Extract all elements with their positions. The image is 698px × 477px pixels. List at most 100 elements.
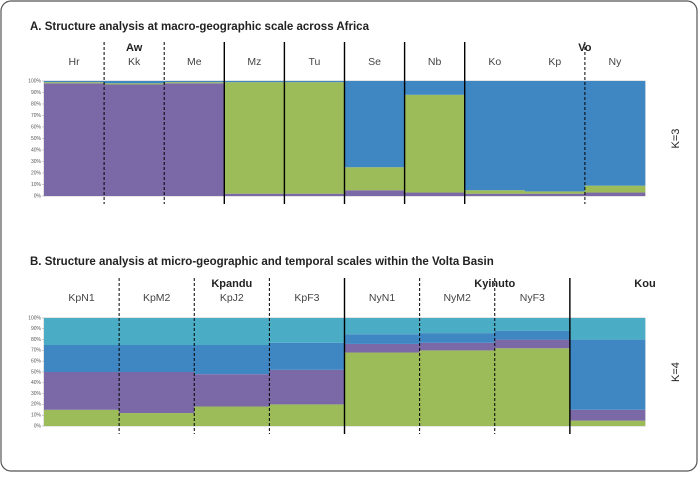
y-tick-label: 80% bbox=[31, 101, 42, 107]
group-label: Kyinuto bbox=[474, 278, 515, 290]
bar-segment bbox=[119, 345, 195, 372]
bar-segment bbox=[269, 369, 345, 405]
category-label: KpN1 bbox=[68, 292, 94, 304]
bar-segment bbox=[344, 190, 405, 196]
bar-segment bbox=[404, 192, 465, 196]
bar-segment bbox=[44, 409, 120, 426]
bar-segment bbox=[464, 81, 526, 191]
y-tick-label: 40% bbox=[31, 380, 42, 386]
bar-segment bbox=[194, 345, 270, 375]
bar-segment bbox=[194, 406, 270, 426]
bar-segment bbox=[194, 318, 270, 345]
y-tick-label: 80% bbox=[31, 337, 42, 343]
bar-segment bbox=[164, 83, 225, 196]
bar-segment bbox=[494, 339, 571, 349]
bar-segment bbox=[524, 191, 586, 194]
bar-segment bbox=[404, 94, 465, 193]
y-tick-label: 60% bbox=[31, 359, 42, 365]
bar-segment bbox=[269, 318, 345, 343]
y-tick-label: 50% bbox=[31, 369, 42, 375]
bar-segment bbox=[164, 82, 225, 84]
y-tick-label: 70% bbox=[31, 348, 42, 354]
y-tick-label: 20% bbox=[31, 170, 42, 176]
category-label: Kp bbox=[548, 56, 561, 68]
bar-segment bbox=[44, 372, 120, 410]
category-label: Ko bbox=[488, 56, 501, 68]
y-tick-label: 50% bbox=[31, 136, 42, 142]
bar-segment bbox=[524, 81, 586, 192]
bar-segment bbox=[569, 318, 646, 340]
bar-segment bbox=[404, 81, 465, 95]
y-tick-label: 100% bbox=[28, 315, 41, 321]
bar-segment bbox=[464, 190, 526, 194]
y-tick-label: 90% bbox=[31, 326, 42, 332]
bar-segment bbox=[419, 318, 496, 334]
category-label: KpJ2 bbox=[220, 292, 244, 304]
bar-segment bbox=[494, 318, 571, 331]
category-label: KpF3 bbox=[294, 292, 319, 304]
bar-segment bbox=[44, 83, 105, 196]
bar-segment bbox=[44, 82, 105, 84]
group-label: Kpandu bbox=[211, 278, 252, 290]
y-tick-label: 0% bbox=[34, 193, 42, 199]
bar-segment bbox=[44, 345, 120, 372]
bar-segment bbox=[569, 339, 646, 410]
y-tick-label: 0% bbox=[34, 423, 42, 429]
bar-segment bbox=[284, 82, 345, 194]
group-label: Vo bbox=[578, 42, 592, 54]
bar-segment bbox=[269, 404, 345, 426]
bar-segment bbox=[224, 81, 285, 83]
category-label: Me bbox=[187, 56, 202, 68]
category-label: Hr bbox=[69, 56, 81, 68]
y-tick-label: 100% bbox=[28, 78, 41, 84]
bar-segment bbox=[419, 333, 496, 343]
bar-segment bbox=[344, 334, 420, 344]
category-label: Mz bbox=[247, 56, 261, 68]
bar-segment bbox=[344, 352, 420, 426]
bar-segment bbox=[284, 193, 345, 196]
bar-segment bbox=[119, 372, 195, 414]
bar-segment bbox=[344, 167, 405, 191]
category-label: Se bbox=[368, 56, 381, 68]
bar-segment bbox=[344, 318, 420, 335]
bar-segment bbox=[419, 350, 496, 426]
k-label: K=3 bbox=[670, 129, 682, 149]
bar-segment bbox=[104, 81, 165, 84]
y-tick-label: 30% bbox=[31, 391, 42, 397]
bar-segment bbox=[569, 420, 646, 426]
y-tick-label: 20% bbox=[31, 402, 42, 408]
bar-segment bbox=[119, 413, 195, 426]
bar-segment bbox=[224, 82, 285, 194]
group-label: Aw bbox=[126, 42, 143, 54]
bar-segment bbox=[194, 374, 270, 407]
category-label: NyN1 bbox=[369, 292, 395, 304]
category-label: KpM2 bbox=[143, 292, 171, 304]
bar-segment bbox=[269, 342, 345, 370]
bar-segment bbox=[584, 81, 646, 186]
bar-segment bbox=[464, 193, 526, 196]
y-tick-label: 30% bbox=[31, 159, 42, 165]
y-tick-label: 10% bbox=[31, 182, 42, 188]
bar-segment bbox=[524, 193, 586, 196]
category-label: Ny bbox=[609, 56, 623, 68]
bar-segment bbox=[44, 318, 120, 345]
bar-segment bbox=[584, 192, 646, 196]
bar-segment bbox=[494, 330, 571, 340]
bar-segment bbox=[584, 185, 646, 193]
bar-segment bbox=[284, 81, 345, 83]
bar-segment bbox=[494, 348, 571, 426]
y-tick-label: 10% bbox=[31, 413, 42, 419]
category-label: Kk bbox=[128, 56, 141, 68]
bar-segment bbox=[104, 83, 165, 85]
bar-segment bbox=[104, 84, 165, 196]
category-label: Nb bbox=[428, 56, 442, 68]
y-tick-label: 70% bbox=[31, 113, 42, 119]
category-label: NyF3 bbox=[520, 292, 545, 304]
k-label: K=4 bbox=[670, 362, 682, 382]
bar-segment bbox=[44, 81, 105, 83]
bar-segment bbox=[119, 318, 195, 345]
bar-segment bbox=[344, 81, 405, 168]
group-label: Kou bbox=[634, 278, 655, 290]
bar-segment bbox=[419, 342, 496, 351]
